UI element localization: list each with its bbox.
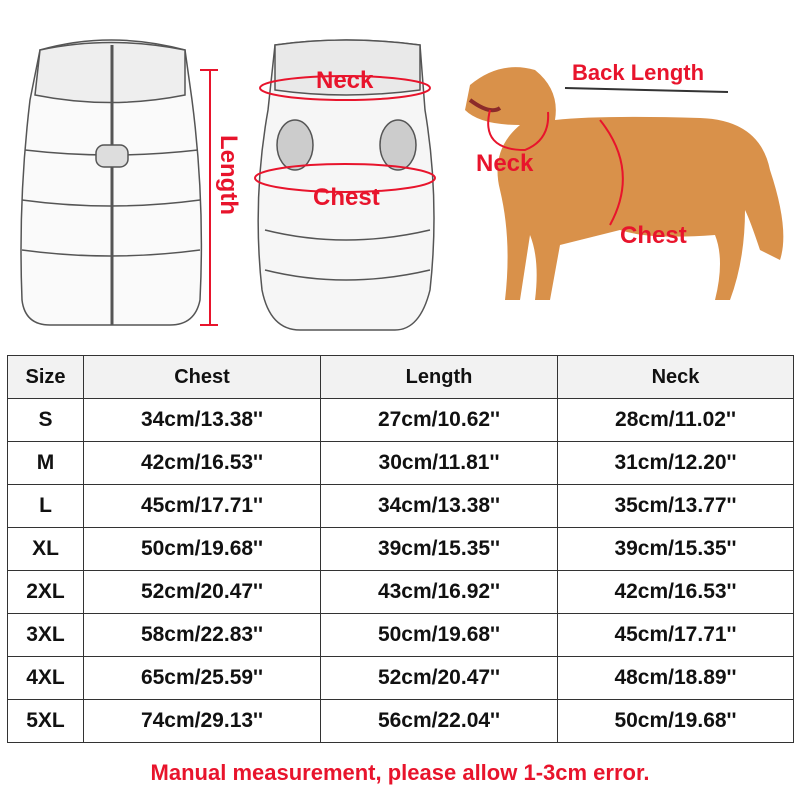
- dog-image: [465, 67, 784, 300]
- dog-chest-label: Chest: [620, 222, 687, 249]
- measure-lines-back: [254, 75, 436, 193]
- back-neck-label: Neck: [316, 67, 374, 94]
- table-row: 3XL 58cm/22.83'' 50cm/19.68'' 45cm/17.71'': [7, 613, 794, 657]
- table-header-row: Size Chest Length Neck: [7, 355, 794, 399]
- neck-cell: 31cm/12.20'': [557, 441, 794, 485]
- length-label: Length: [215, 135, 242, 215]
- chest-cell: 52cm/20.47'': [83, 570, 321, 614]
- size-cell: 4XL: [7, 656, 84, 700]
- neck-cell: 50cm/19.68'': [557, 699, 794, 743]
- length-cell: 30cm/11.81'': [320, 441, 558, 485]
- length-cell: 27cm/10.62'': [320, 398, 558, 442]
- chest-cell: 42cm/16.53'': [83, 441, 321, 485]
- chest-cell: 65cm/25.59'': [83, 656, 321, 700]
- neck-cell: 48cm/18.89'': [557, 656, 794, 700]
- chest-cell: 34cm/13.38'': [83, 398, 321, 442]
- measure-lines-dog: [487, 87, 729, 226]
- size-table: Size Chest Length Neck S 34cm/13.38'' 27cm…: [7, 355, 794, 743]
- size-cell: 2XL: [7, 570, 84, 614]
- table-row: L 45cm/17.71'' 34cm/13.38'' 35cm/13.77'': [7, 484, 794, 528]
- header-neck: Neck: [557, 355, 794, 399]
- product-illustration: [20, 39, 784, 331]
- neck-cell: 42cm/16.53'': [557, 570, 794, 614]
- back-chest-label: Chest: [313, 184, 380, 211]
- neck-cell: 28cm/11.02'': [557, 398, 794, 442]
- size-cell: M: [7, 441, 84, 485]
- neck-cell: 39cm/15.35'': [557, 527, 794, 571]
- chest-cell: 58cm/22.83'': [83, 613, 321, 657]
- table-row: S 34cm/13.38'' 27cm/10.62'' 28cm/11.02'': [7, 398, 794, 442]
- dog-neck-label: Neck: [476, 150, 534, 177]
- vest-front-image: [20, 39, 203, 326]
- size-cell: 5XL: [7, 699, 84, 743]
- header-chest: Chest: [83, 355, 321, 399]
- length-cell: 56cm/22.04'': [320, 699, 558, 743]
- chest-cell: 74cm/29.13'': [83, 699, 321, 743]
- dog-back-length-label: Back Length: [572, 60, 705, 85]
- table-row: 4XL 65cm/25.59'' 52cm/20.47'' 48cm/18.89'': [7, 656, 794, 700]
- chest-cell: 50cm/19.68'': [83, 527, 321, 571]
- size-cell: S: [7, 398, 84, 442]
- header-length: Length: [320, 355, 558, 399]
- table-row: 5XL 74cm/29.13'' 56cm/22.04'' 50cm/19.68'': [7, 699, 794, 743]
- neck-cell: 45cm/17.71'': [557, 613, 794, 657]
- table-row: 2XL 52cm/20.47'' 43cm/16.92'' 42cm/16.53'': [7, 570, 794, 614]
- size-cell: XL: [7, 527, 84, 571]
- length-cell: 52cm/20.47'': [320, 656, 558, 700]
- size-cell: L: [7, 484, 84, 528]
- table-row: XL 50cm/19.68'' 39cm/15.35'' 39cm/15.35'': [7, 527, 794, 571]
- neck-cell: 35cm/13.77'': [557, 484, 794, 528]
- size-cell: 3XL: [7, 613, 84, 657]
- table-row: M 42cm/16.53'' 30cm/11.81'' 31cm/12.20'': [7, 441, 794, 485]
- length-cell: 50cm/19.68'': [320, 613, 558, 657]
- length-cell: 39cm/15.35'': [320, 527, 558, 571]
- measurement-note: Manual measurement, please allow 1-3cm e…: [150, 760, 650, 785]
- length-arrow: [200, 69, 218, 326]
- length-cell: 34cm/13.38'': [320, 484, 558, 528]
- vest-back-image: [257, 39, 435, 331]
- header-size: Size: [7, 355, 84, 399]
- length-cell: 43cm/16.92'': [320, 570, 558, 614]
- chest-cell: 45cm/17.71'': [83, 484, 321, 528]
